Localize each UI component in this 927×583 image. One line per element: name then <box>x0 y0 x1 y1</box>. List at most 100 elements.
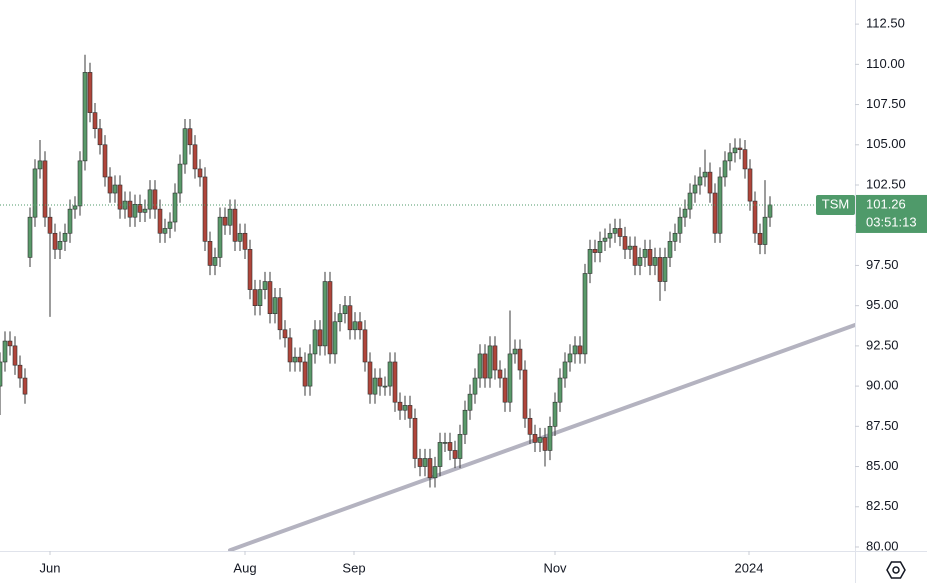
candle-body <box>337 313 343 323</box>
candle-body <box>552 401 558 427</box>
candle-body <box>452 450 458 459</box>
candle-body <box>532 434 538 443</box>
candle-body <box>612 228 618 234</box>
candle-body <box>667 241 673 258</box>
y-tick-label: 85.00 <box>866 458 899 473</box>
candle-body <box>132 204 138 218</box>
candle-body <box>647 249 653 266</box>
candle-body <box>662 257 668 282</box>
y-tick-label: 82.50 <box>866 498 899 513</box>
y-tick-label: 112.50 <box>866 16 905 31</box>
candle-body <box>757 232 763 245</box>
candle-body <box>17 364 23 379</box>
y-tick-label: 80.00 <box>866 538 899 553</box>
candle-body <box>47 216 53 234</box>
candle-body <box>332 321 338 355</box>
candle-body <box>472 377 478 395</box>
candle-body <box>537 437 543 443</box>
candle-body <box>482 353 488 379</box>
candle-body <box>297 356 303 363</box>
candle-body <box>557 377 563 403</box>
candle-body <box>12 345 18 366</box>
y-tick-label: 95.00 <box>866 297 899 312</box>
candle-body <box>722 160 728 178</box>
x-tick-label: Sep <box>342 560 365 575</box>
candle-body <box>492 345 498 371</box>
candle-body <box>162 228 168 234</box>
candle-body <box>7 340 13 347</box>
candle-body <box>222 216 228 226</box>
candle-body <box>392 361 398 403</box>
candle-body <box>377 377 383 387</box>
candle-body <box>357 321 363 331</box>
candle-body <box>177 163 183 194</box>
candle-body <box>572 345 578 355</box>
candle-body <box>167 221 173 229</box>
candle-body <box>737 147 743 150</box>
y-tick-label: 105.00 <box>866 136 906 151</box>
plot-area <box>0 54 855 551</box>
candle-body <box>272 297 278 315</box>
settings-icon[interactable] <box>886 561 906 579</box>
last-price-label: 101.26 <box>866 196 906 211</box>
candle-body <box>342 305 348 315</box>
candle-body <box>522 369 528 419</box>
candle-body <box>602 237 608 242</box>
candle-body <box>197 168 203 178</box>
candle-body <box>172 192 178 223</box>
candle-body <box>202 176 208 242</box>
candle-body <box>567 353 573 363</box>
candle-body <box>457 434 463 459</box>
candle-body <box>707 171 713 194</box>
candle-body <box>362 329 368 363</box>
candle-body <box>157 208 163 234</box>
symbol-label-box <box>816 194 855 215</box>
candle-body <box>72 205 78 210</box>
candle-body <box>527 417 533 435</box>
candle-body <box>277 297 283 331</box>
candle-body <box>712 192 718 234</box>
candle-body <box>307 353 313 387</box>
candle-body <box>67 208 73 234</box>
candle-body <box>747 168 753 202</box>
candle-body <box>127 200 133 218</box>
trendline <box>228 322 855 551</box>
candle-body <box>562 361 568 379</box>
candle-body <box>512 348 518 355</box>
candle-body <box>442 442 448 444</box>
candle-body <box>632 245 638 266</box>
candle-body <box>692 184 698 194</box>
y-tick-label: 110.00 <box>866 56 905 71</box>
candle-body <box>267 281 273 315</box>
last-price-box <box>856 194 927 233</box>
candle-body <box>402 405 408 411</box>
candle-body <box>682 208 688 218</box>
candle-body <box>627 245 633 250</box>
y-tick-label: 97.50 <box>866 257 899 272</box>
candle-body <box>112 184 118 194</box>
candle-body <box>607 232 613 239</box>
candle-body <box>217 216 223 258</box>
candle-body <box>207 241 213 266</box>
candle-body <box>672 232 678 242</box>
candle-body <box>642 249 648 258</box>
candle-body <box>62 232 68 242</box>
candle-body <box>42 160 48 218</box>
candle-body <box>382 385 388 388</box>
candle-body <box>317 329 323 347</box>
candle-body <box>52 232 58 250</box>
candle-body <box>577 345 583 355</box>
candle-body <box>117 184 123 210</box>
candle-body <box>212 257 218 266</box>
candle-body <box>182 128 188 165</box>
candle-body <box>102 144 108 178</box>
candle-body <box>237 232 243 242</box>
candle-body <box>287 337 293 363</box>
candle-body <box>547 426 553 451</box>
candle-body <box>592 249 598 253</box>
candle-body <box>322 281 328 347</box>
candle-body <box>417 458 423 467</box>
candle-body <box>232 208 238 242</box>
candle-body <box>477 353 483 379</box>
candle-body <box>257 289 263 306</box>
